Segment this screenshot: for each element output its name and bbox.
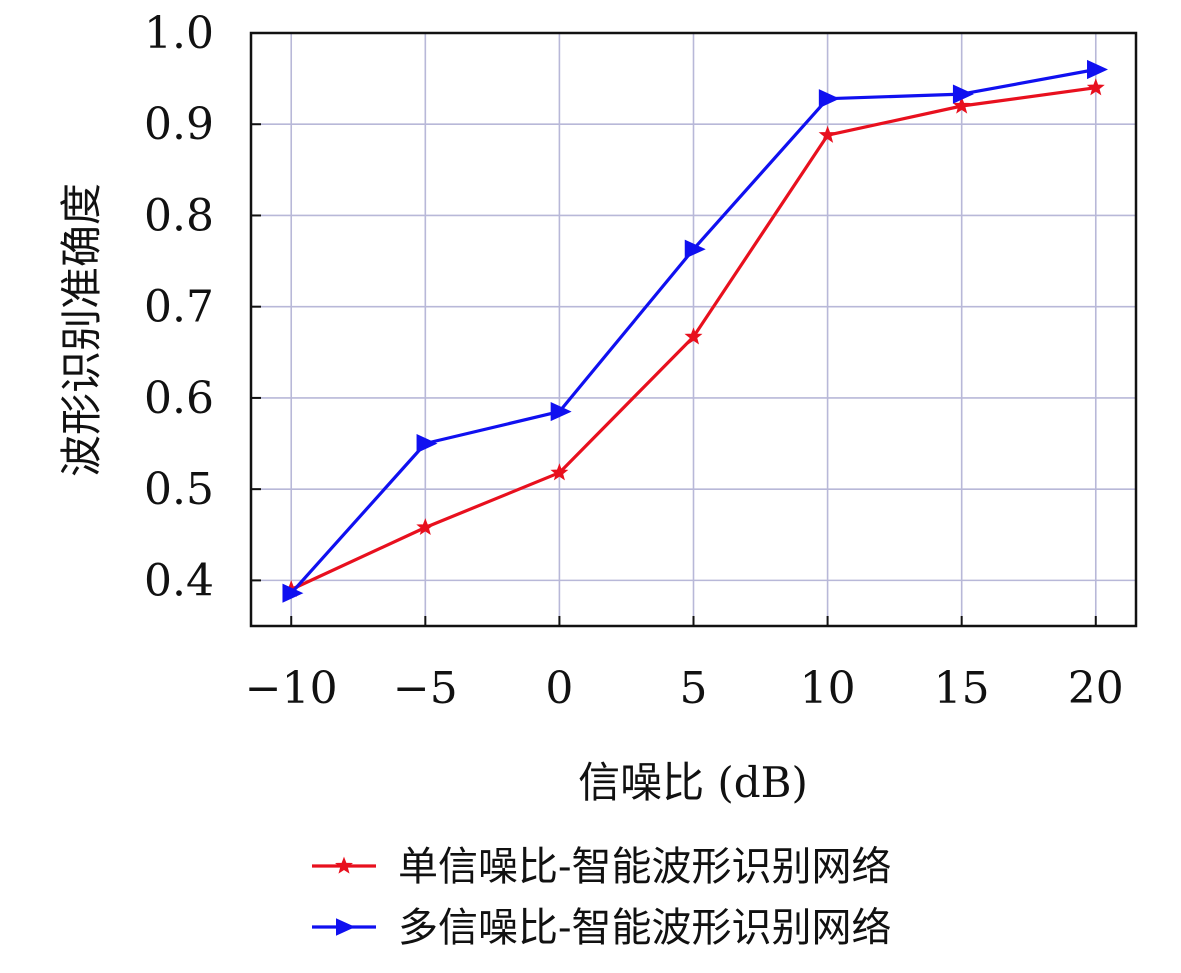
triangle-marker: [952, 84, 974, 104]
triangle-marker: [1087, 59, 1108, 80]
series-layer: [282, 59, 1108, 603]
star-marker: [818, 125, 837, 143]
x-tick-label: 10: [800, 663, 856, 714]
y-tick-label: 0.6: [144, 373, 214, 424]
x-tick-label: 20: [1068, 663, 1124, 714]
star-marker: [416, 518, 435, 536]
triangle-marker: [336, 918, 356, 936]
x-tick-label: 0: [545, 663, 573, 714]
legend-label: 单信噪比-智能波形识别网络: [398, 844, 892, 890]
x-axis-title: 信噪比 (dB): [578, 758, 808, 807]
series-2: [282, 59, 1108, 603]
legend-item-1: 单信噪比-智能波形识别网络: [312, 844, 892, 890]
x-tick-label: 15: [934, 663, 990, 714]
y-tick-label: 0.5: [144, 464, 214, 515]
star-marker: [952, 96, 971, 114]
y-tick-label: 0.9: [144, 99, 214, 150]
triangle-marker: [282, 583, 304, 603]
legend-item-2: 多信噪比-智能波形识别网络: [312, 905, 892, 951]
x-tick-label: −5: [393, 663, 458, 714]
x-tick-label: −10: [245, 663, 338, 714]
star-marker: [684, 327, 703, 345]
triangle-marker: [684, 239, 706, 259]
y-tick-label: 0.7: [144, 282, 214, 333]
triangle-marker: [818, 89, 840, 109]
y-tick-label: 0.8: [144, 190, 214, 241]
legend-label: 多信噪比-智能波形识别网络: [398, 905, 892, 951]
y-axis-title: 波形识别准确度: [57, 183, 106, 477]
y-tick-label: 0.4: [144, 555, 214, 606]
star-marker: [550, 463, 569, 481]
y-tick-label: 1.0: [144, 8, 214, 59]
star-marker: [1086, 78, 1105, 96]
star-marker: [335, 856, 353, 874]
x-tick-label: 5: [680, 663, 708, 714]
triangle-marker: [416, 433, 438, 454]
ticks: −10 −5 0 5 10 15 20 0.4 0.5 0.6 0.7 0.8 0.9 1.0: [144, 8, 1124, 714]
triangle-marker: [550, 402, 572, 422]
